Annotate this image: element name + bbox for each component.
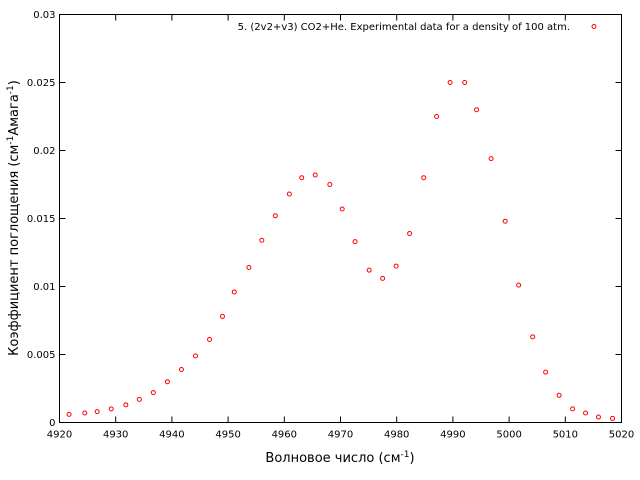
y-axis-title: Коэффициент поглощения (см-1Амага-1): [6, 80, 22, 356]
data-point: [421, 175, 427, 181]
data-point: [259, 237, 265, 243]
y-axis: 0 0.005 0.01 0.015 0.02 0.025 0.03: [27, 10, 622, 429]
data-point: [272, 213, 278, 219]
x-tick-label: 5010: [553, 430, 578, 441]
x-tick-label: 4990: [440, 430, 465, 441]
x-tick-label: 5000: [496, 430, 521, 441]
data-point: [434, 114, 440, 119]
data-point: [219, 313, 225, 319]
data-point: [502, 218, 508, 224]
data-point: [583, 410, 589, 416]
data-point: [299, 175, 305, 181]
x-tick-label: 4950: [215, 430, 240, 441]
y-tick-label: 0: [49, 418, 55, 429]
data-point: [246, 264, 252, 270]
data-point: [462, 80, 468, 85]
x-tick-label: 4980: [384, 430, 409, 441]
x-tick-label: 4960: [272, 430, 297, 441]
data-point: [312, 172, 318, 178]
data-point: [595, 414, 601, 420]
y-tick-label: 0.03: [33, 10, 55, 21]
x-tick-label: 4930: [103, 430, 128, 441]
data-point: [474, 107, 480, 113]
data-point: [136, 396, 142, 402]
data-point: [339, 206, 345, 212]
y-tick-label: 0.005: [27, 350, 56, 361]
x-tick-label: 4970: [328, 430, 353, 441]
data-point: [123, 402, 129, 408]
data-point: [66, 411, 72, 417]
data-point: [516, 282, 522, 288]
data-point: [231, 289, 237, 295]
data-point: [150, 390, 156, 396]
x-tick-label: 4940: [159, 430, 184, 441]
y-tick-label: 0.01: [33, 282, 55, 293]
data-point: [108, 406, 114, 412]
data-point: [556, 392, 562, 398]
data-point: [193, 353, 199, 359]
legend-marker: [591, 24, 597, 29]
x-tick-label: 4920: [47, 430, 72, 441]
x-axis: 4920 4930 4940 4950 4960 4970 4980 4990 5000 5010…: [47, 14, 634, 441]
y-tick-label: 0.025: [27, 78, 56, 89]
data-point: [82, 410, 88, 416]
data-point: [488, 156, 494, 162]
data-point: [352, 239, 358, 245]
y-tick-label: 0.02: [33, 146, 55, 157]
data-point: [570, 406, 576, 412]
data-point: [366, 267, 372, 273]
data-point: [543, 369, 549, 375]
data-point: [530, 334, 536, 340]
data-points: [66, 80, 616, 421]
data-point: [207, 337, 213, 343]
data-point: [407, 230, 413, 236]
data-point: [286, 191, 292, 197]
data-point: [393, 263, 399, 269]
data-point: [94, 409, 100, 415]
data-point: [164, 379, 170, 385]
data-point: [447, 80, 453, 85]
legend-label: 5. (2v2+v3) CO2+He. Experimental data fo…: [238, 22, 570, 33]
x-tick-label: 5020: [609, 430, 634, 441]
x-axis-title: Волновое число (см-1): [265, 450, 414, 466]
y-tick-label: 0.015: [27, 214, 56, 225]
data-point: [327, 182, 333, 187]
data-point: [380, 275, 386, 281]
data-point: [610, 415, 616, 421]
legend: 5. (2v2+v3) CO2+He. Experimental data fo…: [238, 22, 597, 33]
data-point: [178, 366, 184, 372]
